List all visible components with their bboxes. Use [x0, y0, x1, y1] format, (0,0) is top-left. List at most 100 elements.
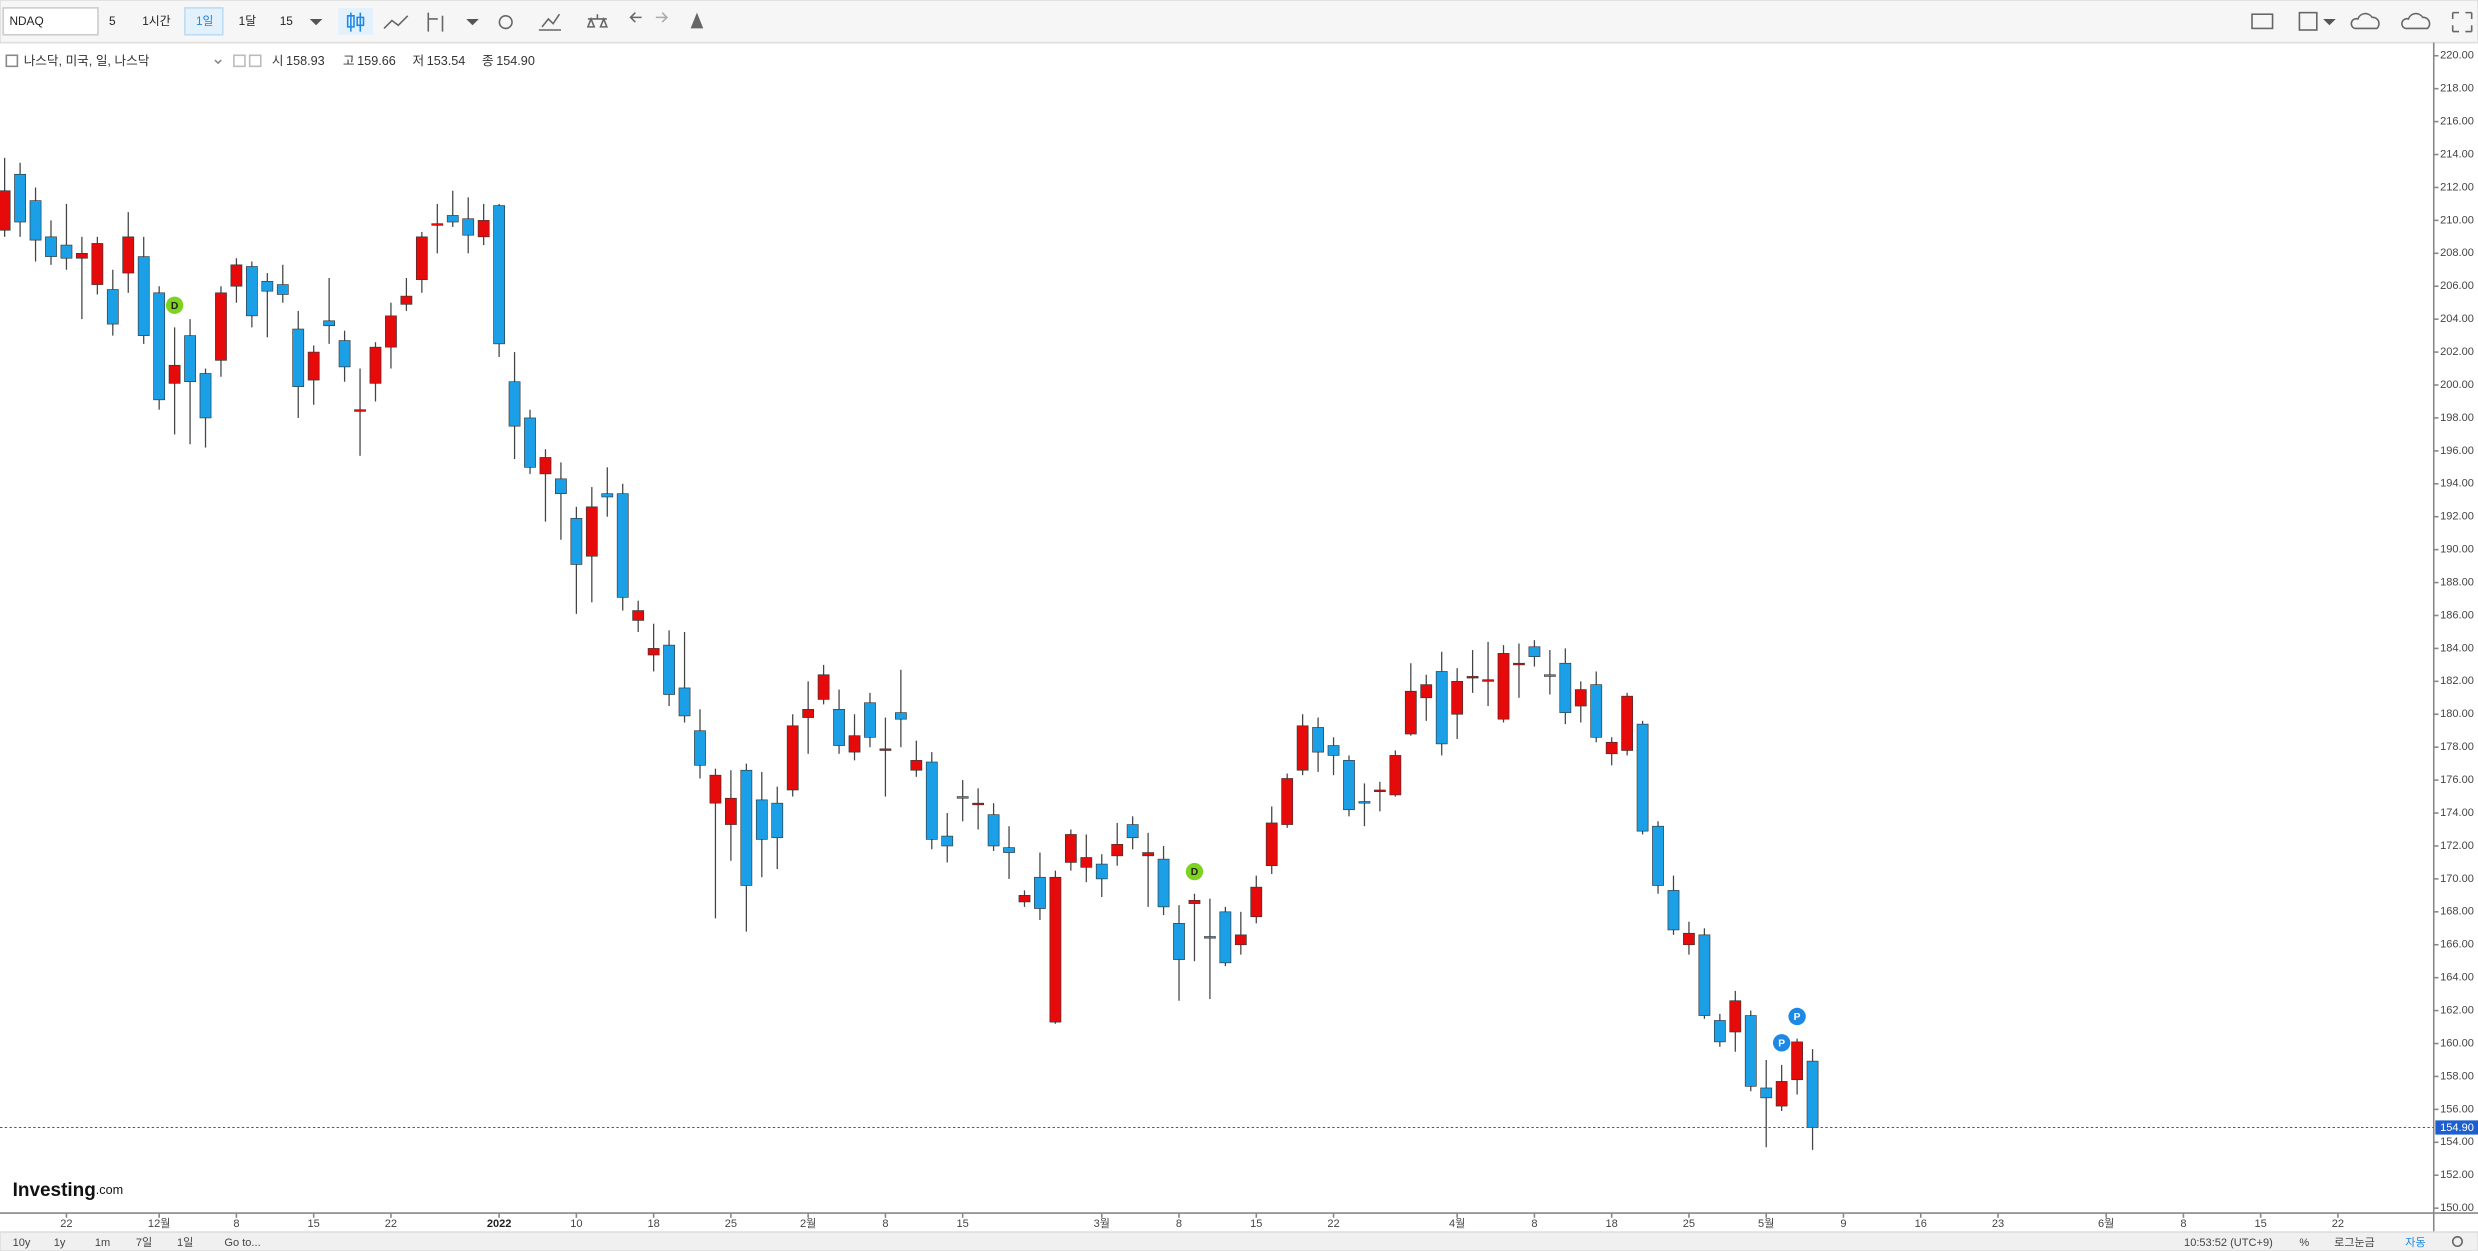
toolbar-icons: [338, 7, 2473, 35]
candle-body: [1327, 745, 1340, 756]
x-tick-label: 8: [1176, 1218, 1182, 1230]
candle-body: [1219, 911, 1232, 964]
candle-body: [864, 702, 876, 738]
collapse-icon[interactable]: [5, 54, 19, 68]
range-button[interactable]: 1y: [54, 1237, 66, 1249]
candle-body: [555, 478, 567, 494]
candle-body: [0, 190, 11, 231]
candle-body: [941, 835, 954, 847]
candle-body: [1049, 876, 1062, 1023]
cloud-save-icon[interactable]: [2401, 12, 2431, 30]
event-marker-label: P: [1778, 1038, 1785, 1049]
x-tick-label: 16: [1915, 1218, 1927, 1230]
percent-toggle[interactable]: %: [2299, 1237, 2309, 1249]
candle-body: [338, 340, 351, 368]
camera-icon[interactable]: [2251, 13, 2274, 30]
compare-icon[interactable]: [586, 14, 609, 28]
auto-toggle[interactable]: 자동: [2405, 1236, 2425, 1249]
legend-high-label: 고: [343, 54, 355, 68]
candle-body: [354, 409, 366, 412]
settings-icon[interactable]: [2451, 1235, 2463, 1248]
y-tick-label: 206.00: [2440, 280, 2474, 292]
event-marker-label: D: [1191, 867, 1198, 878]
interval-button[interactable]: 1일: [196, 14, 213, 28]
legend-icon[interactable]: [248, 54, 262, 68]
x-tick-label: 12월: [148, 1217, 170, 1230]
candle-body: [879, 748, 892, 751]
bottom-bar: [0, 1231, 2478, 1251]
range-button[interactable]: 1m: [95, 1237, 110, 1249]
candle-body: [1080, 857, 1093, 868]
settings-icon[interactable]: [498, 15, 513, 30]
goto-button[interactable]: Go to...: [224, 1237, 260, 1249]
candle-body: [369, 346, 382, 384]
dropdown-icon[interactable]: [2323, 18, 2336, 26]
symbol-input[interactable]: [2, 7, 99, 36]
dropdown-icon[interactable]: [466, 18, 479, 26]
candle-body: [570, 518, 583, 565]
candle-body: [1018, 895, 1031, 903]
event-marker[interactable]: [1772, 1034, 1791, 1052]
range-button[interactable]: 7일: [136, 1235, 152, 1249]
event-marker[interactable]: [165, 296, 184, 314]
candle-body: [29, 200, 42, 241]
candle-body: [1095, 863, 1108, 880]
candle-body: [60, 244, 73, 259]
x-tick-label: 15: [957, 1218, 969, 1230]
x-tick-label: 22: [60, 1218, 72, 1230]
candle-body: [292, 328, 305, 387]
candle-body: [925, 761, 938, 840]
alert-icon[interactable]: [690, 12, 704, 29]
indicator-icon[interactable]: [427, 12, 444, 32]
candle-body: [802, 709, 815, 718]
candle-body: [1204, 936, 1216, 939]
y-tick-label: 168.00: [2440, 906, 2474, 918]
studies-icon[interactable]: [538, 13, 562, 31]
event-marker[interactable]: [1788, 1007, 1806, 1026]
candle-body: [632, 610, 645, 621]
interval-button[interactable]: 1시간: [142, 14, 170, 28]
x-tick-label: 10: [570, 1218, 582, 1230]
x-tick-label: 15: [308, 1218, 320, 1230]
candle-body: [1574, 689, 1587, 707]
candle-body: [894, 712, 907, 720]
interval-button[interactable]: 5: [109, 14, 116, 28]
undo-icon[interactable]: [629, 12, 642, 23]
x-tick-label: 5월: [1758, 1217, 1774, 1230]
legend-close: 154.90: [496, 54, 535, 68]
interval-button[interactable]: 1달: [239, 14, 257, 28]
legend-dropdown[interactable]: [214, 59, 222, 65]
x-tick-label: 2022: [487, 1218, 512, 1230]
candle-icon-bg: [338, 7, 373, 35]
x-tick-label: 15: [2255, 1218, 2267, 1230]
candle-body: [1312, 727, 1324, 753]
candle-icon[interactable]: [346, 12, 365, 32]
candle-body: [462, 218, 475, 236]
candle-body: [1760, 1087, 1773, 1099]
y-tick-label: 214.00: [2440, 148, 2474, 160]
y-tick-label: 164.00: [2440, 972, 2474, 984]
event-marker[interactable]: [1185, 862, 1204, 881]
y-tick-label: 166.00: [2440, 939, 2474, 951]
y-tick-label: 182.00: [2440, 675, 2474, 687]
log-toggle[interactable]: 로그눈금: [2334, 1236, 2375, 1249]
candle-body: [663, 644, 675, 695]
y-tick-label: 178.00: [2440, 741, 2474, 753]
cloud-load-icon[interactable]: [2350, 12, 2380, 30]
candle-body: [956, 796, 969, 799]
range-button[interactable]: 1일: [177, 1235, 193, 1249]
candle-body: [616, 493, 629, 598]
candle-body: [1296, 725, 1309, 771]
range-button[interactable]: 10y: [13, 1237, 31, 1249]
legend-icon[interactable]: [233, 54, 246, 68]
layout-icon[interactable]: [2298, 11, 2318, 31]
candle-body: [106, 289, 119, 325]
y-tick-label: 172.00: [2440, 840, 2474, 852]
dropdown-icon[interactable]: [309, 18, 323, 26]
line-icon[interactable]: [383, 15, 409, 29]
fullscreen-icon[interactable]: [2451, 11, 2473, 33]
x-tick-label: 8: [882, 1218, 888, 1230]
interval-button[interactable]: 15: [280, 14, 294, 28]
candle-body: [1111, 844, 1124, 857]
redo-icon[interactable]: [655, 12, 669, 23]
